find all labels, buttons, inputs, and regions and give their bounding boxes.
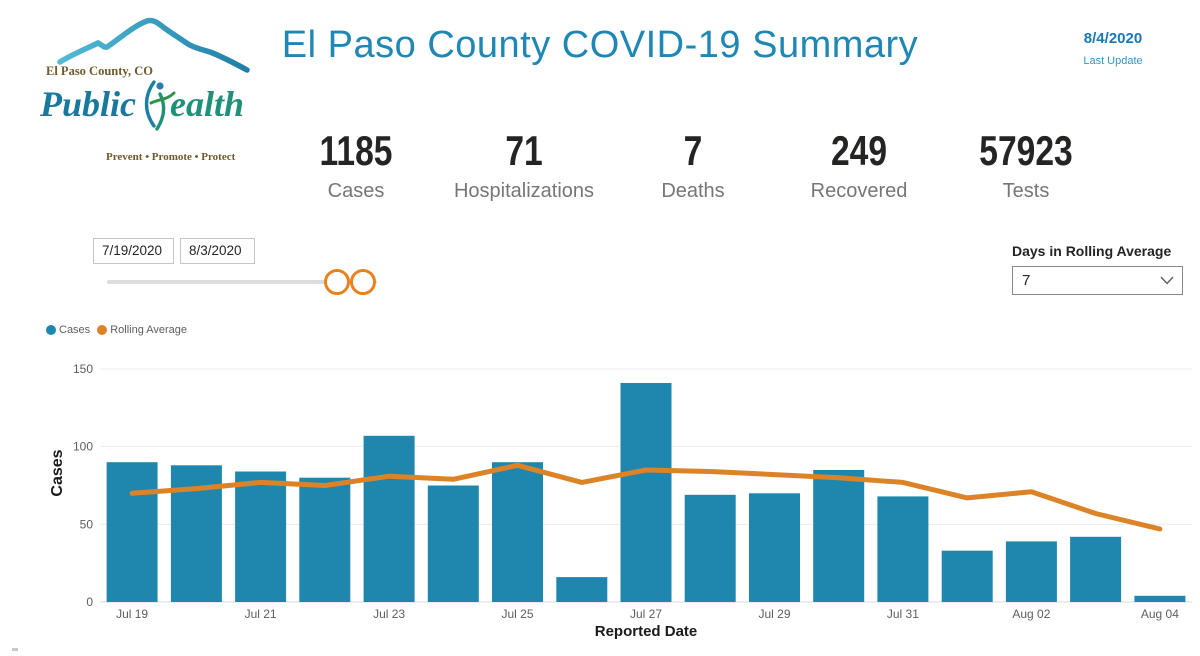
date-range-end-input[interactable]: 8/3/2020 <box>180 238 255 264</box>
last-update-block: 8/4/2020 Last Update <box>1048 30 1178 67</box>
rolling-average-legend-label: Rolling Average <box>110 324 188 336</box>
logo-name-public: Public <box>39 84 136 124</box>
logo-org-line: El Paso County, CO <box>46 64 153 78</box>
chart-bar-aug-02[interactable] <box>1005 541 1057 602</box>
recovered-label: Recovered <box>810 180 908 202</box>
rolling-average-line <box>129 462 1163 532</box>
chart-bar-aug-01[interactable] <box>941 550 993 602</box>
y-tick-label-0: 0 <box>86 595 93 609</box>
chart-bar-jul-25[interactable] <box>492 462 543 602</box>
person-icon <box>144 80 176 131</box>
x-axis-title: Reported Date <box>595 623 698 640</box>
chart-bar-jul-30[interactable] <box>813 470 865 602</box>
x-tick-label-jul-19: Jul 19 <box>116 607 148 621</box>
cases-value: 1185 <box>319 127 393 174</box>
cases-legend-label: Cases <box>59 324 91 336</box>
chart-bar-jul-29[interactable] <box>749 493 800 602</box>
chart-bar-jul-26[interactable] <box>556 577 608 602</box>
hospitalizations-label: Hospitalizations <box>453 180 595 202</box>
chart-bar-jul-31[interactable] <box>877 496 929 602</box>
date-range-slider-handle-end[interactable] <box>350 269 376 295</box>
chart-bar-aug-04[interactable] <box>1134 595 1186 602</box>
x-tick-label-jul-25: Jul 25 <box>501 607 533 621</box>
mountain-icon <box>57 17 250 73</box>
card-tests: 57923 Tests <box>921 128 1131 203</box>
chart-legend: Cases Rolling Average <box>46 324 187 336</box>
card-cases: 1185 Cases <box>251 128 461 203</box>
x-tick-label-aug-04: Aug 04 <box>1141 607 1179 621</box>
chart-bar-jul-19[interactable] <box>106 462 158 602</box>
tests-label: Tests <box>1002 180 1050 202</box>
x-tick-label-aug-02: Aug 02 <box>1012 607 1050 621</box>
x-tick-label-jul-29: Jul 29 <box>758 607 790 621</box>
last-update-label: Last Update <box>1083 55 1143 67</box>
cases-label: Cases <box>327 180 385 202</box>
hospitalizations-value: 71 <box>505 127 543 174</box>
legend-item-cases[interactable]: Cases <box>46 324 90 336</box>
epc-public-health-logo: El Paso County, CO Public ealth Prevent … <box>39 17 250 163</box>
chart-bar-jul-23[interactable] <box>363 435 415 602</box>
chart-bar-jul-24[interactable] <box>427 485 479 603</box>
cropped-content-fragment <box>12 648 18 651</box>
card-hospitalizations: 71 Hospitalizations <box>419 128 629 203</box>
rolling-average-selected-value: 7 <box>1022 272 1031 289</box>
x-tick-label-jul-27: Jul 27 <box>630 607 662 621</box>
x-tick-label-jul-31: Jul 31 <box>887 607 919 621</box>
deaths-label: Deaths <box>661 180 725 202</box>
x-tick-label-jul-23: Jul 23 <box>373 607 405 621</box>
y-axis-title: Cases <box>49 449 66 496</box>
legend-item-rolling-average[interactable]: Rolling Average <box>97 324 187 336</box>
logo-tagline: Prevent • Promote • Protect <box>106 151 236 163</box>
chart-bar-jul-22[interactable] <box>299 477 351 602</box>
cases-bar-chart: 0 50 100 150 Jul 19 Jul 21 Jul 23 Jul 25 Jul 27 J… <box>49 362 1192 640</box>
y-tick-label-100: 100 <box>73 440 93 454</box>
rolling-average-legend-dot <box>97 325 108 335</box>
card-deaths: 7 Deaths <box>588 128 798 203</box>
rolling-average-dropdown[interactable]: 7 <box>1012 266 1183 295</box>
recovered-value: 249 <box>830 127 888 174</box>
last-update-date: 8/4/2020 <box>1083 30 1143 47</box>
cases-legend-dot <box>46 325 56 335</box>
date-range-start-input[interactable]: 7/19/2020 <box>93 238 174 264</box>
logo-name-ealth: ealth <box>170 84 244 124</box>
y-tick-label-150: 150 <box>73 362 93 376</box>
chart-bar-aug-03[interactable] <box>1070 536 1122 602</box>
rolling-average-label: Days in Rolling Average <box>1012 243 1172 259</box>
deaths-value: 7 <box>683 127 703 174</box>
date-range-slider-track[interactable] <box>107 280 377 284</box>
x-tick-label-jul-21: Jul 21 <box>245 607 277 621</box>
card-recovered: 249 Recovered <box>754 128 964 203</box>
y-tick-label-50: 50 <box>80 517 94 531</box>
chart-bar-jul-21[interactable] <box>235 471 287 603</box>
page-title: El Paso County COVID-19 Summary <box>281 24 919 66</box>
date-range-slider-handle-start[interactable] <box>324 269 350 295</box>
chart-bar-jul-27[interactable] <box>620 383 672 602</box>
chevron-down-icon <box>1160 276 1174 285</box>
chart-bar-jul-28[interactable] <box>684 494 736 602</box>
tests-value: 57923 <box>979 127 1073 174</box>
